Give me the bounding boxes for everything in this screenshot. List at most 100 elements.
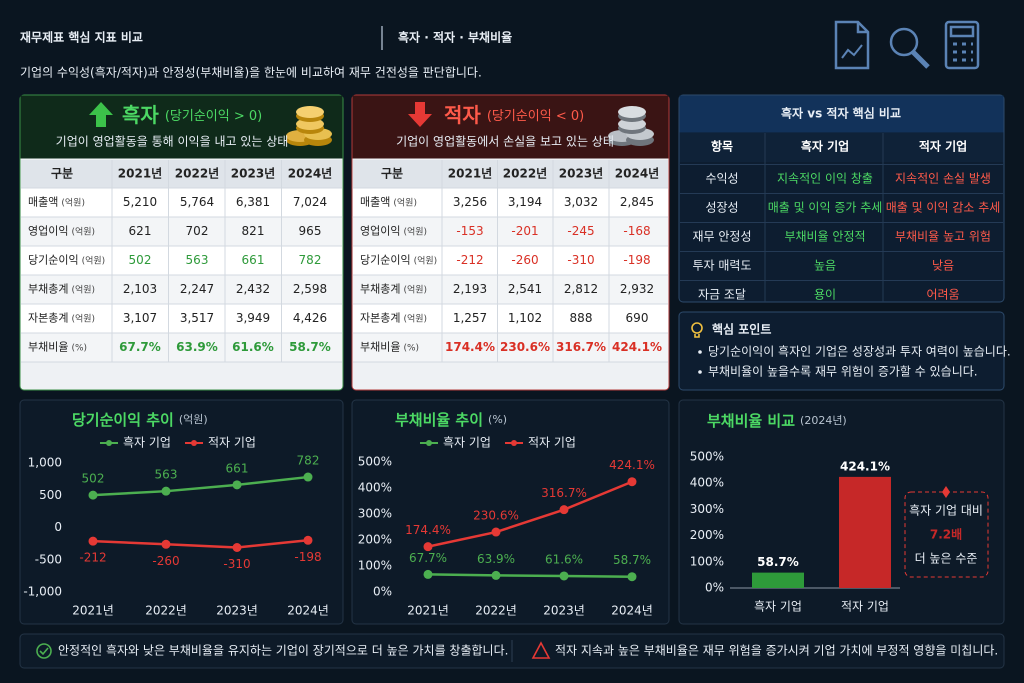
row-label: 당기순이익 (억원) bbox=[28, 254, 105, 267]
table-row bbox=[353, 275, 668, 304]
table-row bbox=[21, 188, 342, 217]
data-label: -198 bbox=[294, 550, 321, 564]
y-tick-label: 500% bbox=[358, 455, 392, 469]
data-label: 782 bbox=[297, 454, 320, 468]
table-cell: 316.7% bbox=[556, 340, 606, 354]
chart-title-text: 당기순이익 추이 bbox=[72, 411, 174, 429]
chart-title: 부채비율 추이 (%) bbox=[395, 411, 507, 429]
comparison-cell: 투자 매력도 bbox=[692, 259, 751, 273]
row-label-unit: (억원) bbox=[71, 283, 95, 295]
data-label: 661 bbox=[226, 461, 249, 475]
y-tick-label: 200% bbox=[690, 528, 724, 542]
data-point bbox=[88, 490, 98, 500]
comparison-cell: 재무 안정성 bbox=[692, 230, 751, 244]
x-tick-label: 2022년 bbox=[145, 604, 187, 618]
row-label-name: 부채총계 bbox=[360, 283, 400, 296]
table-cell: 6,381 bbox=[236, 195, 270, 209]
row-label: 당기순이익 (억원) bbox=[360, 254, 437, 267]
row-label-name: 당기순이익 bbox=[360, 254, 411, 267]
loss-title: 적자 bbox=[444, 103, 481, 127]
table-cell: -260 bbox=[511, 253, 538, 267]
profit-title: 흑자 bbox=[122, 103, 159, 127]
table-cell: 5,210 bbox=[123, 195, 157, 209]
legend-label: 적자 기업 bbox=[208, 436, 256, 450]
row-label: 부채총계 (억원) bbox=[28, 283, 95, 296]
table-cell: 2,432 bbox=[236, 282, 270, 296]
row-label-unit: (억원) bbox=[71, 312, 95, 324]
column-header: 2024년 bbox=[288, 167, 332, 181]
row-label: 부채비율 (%) bbox=[360, 341, 419, 354]
data-point bbox=[491, 527, 501, 537]
warning-icon bbox=[531, 641, 551, 659]
table-cell: 3,256 bbox=[453, 195, 487, 209]
data-point bbox=[423, 542, 433, 552]
y-tick-label: 0% bbox=[705, 581, 724, 595]
comparison-header-row bbox=[679, 133, 1004, 162]
annotation: 7.2배 bbox=[930, 527, 962, 542]
row-label-unit: (억원) bbox=[393, 196, 417, 208]
table-cell: -201 bbox=[511, 224, 538, 238]
legend-marker bbox=[106, 440, 112, 446]
bulb-icon bbox=[691, 322, 703, 338]
data-point bbox=[559, 505, 569, 515]
annotation: 흑자 기업 대비 bbox=[909, 504, 983, 518]
table-cell: 2,103 bbox=[123, 282, 157, 296]
comparison-cell: 지속적인 손실 발생 bbox=[895, 172, 991, 186]
bullet bbox=[698, 350, 702, 354]
table-cell: 58.7% bbox=[289, 340, 331, 354]
column-header: 2021년 bbox=[448, 167, 492, 181]
bar bbox=[839, 476, 891, 588]
chart-title-text: 부채비율 추이 bbox=[395, 411, 483, 429]
column-header: 2023년 bbox=[231, 167, 275, 181]
comparison-cell: 부채비율 안정적 bbox=[784, 230, 865, 244]
annotation-diamond bbox=[942, 486, 950, 498]
table-cell: 563 bbox=[186, 253, 209, 267]
column-header: 구분 bbox=[381, 167, 403, 181]
data-label: -212 bbox=[79, 551, 106, 565]
chart-title-unit: (2024년) bbox=[800, 414, 847, 427]
row-label-unit: (억원) bbox=[403, 225, 427, 237]
table-cell: 661 bbox=[242, 253, 265, 267]
legend-marker bbox=[191, 440, 197, 446]
y-tick-label: -1,000 bbox=[23, 585, 62, 599]
table-cell: 1,102 bbox=[508, 311, 542, 325]
data-label: 316.7% bbox=[541, 486, 587, 500]
column-header: 2022년 bbox=[175, 167, 219, 181]
row-label-name: 영업이익 bbox=[28, 225, 68, 238]
x-tick-label: 2023년 bbox=[543, 604, 585, 618]
table-header-row bbox=[353, 160, 668, 188]
table-cell: 888 bbox=[570, 311, 593, 325]
table-header-row bbox=[21, 160, 342, 188]
loss-panel-header bbox=[352, 95, 669, 159]
data-label: 502 bbox=[82, 472, 105, 486]
row-label: 부채총계 (억원) bbox=[360, 283, 427, 296]
row-label-unit: (억원) bbox=[403, 312, 427, 324]
comparison-column-header: 적자 기업 bbox=[919, 139, 967, 154]
y-tick-label: 1,000 bbox=[28, 456, 62, 470]
comparison-cell: 낮음 bbox=[932, 259, 954, 273]
table-row bbox=[353, 333, 668, 362]
table-row bbox=[21, 304, 342, 333]
chart-panel bbox=[351, 399, 670, 625]
row-label-name: 부채총계 bbox=[28, 283, 68, 296]
comparison-title: 흑자 vs 적자 핵심 비교 bbox=[781, 106, 901, 121]
comparison-cell: 용이 bbox=[814, 288, 836, 302]
table-cell: -168 bbox=[623, 224, 650, 238]
table-cell: 502 bbox=[129, 253, 152, 267]
key-point: 당기순이익이 흑자인 기업은 성장성과 투자 여력이 높습니다. bbox=[708, 345, 1011, 359]
column-header: 2023년 bbox=[559, 167, 603, 181]
row-label-name: 부채비율 bbox=[28, 341, 68, 354]
row-label-unit: (%) bbox=[403, 343, 419, 353]
table-row bbox=[21, 333, 342, 362]
table-cell: 3,517 bbox=[180, 311, 214, 325]
table-cell: 4,426 bbox=[293, 311, 327, 325]
comparison-cell: 부채비율 높고 위험 bbox=[895, 230, 991, 244]
row-label-name: 부채비율 bbox=[360, 341, 400, 354]
column-header: 2022년 bbox=[503, 167, 547, 181]
table-cell: 67.7% bbox=[119, 340, 161, 354]
table-cell: 821 bbox=[242, 224, 265, 238]
table-cell: 230.6% bbox=[500, 340, 550, 354]
table-cell: 63.9% bbox=[176, 340, 218, 354]
comparison-cell: 수익성 bbox=[705, 172, 738, 186]
